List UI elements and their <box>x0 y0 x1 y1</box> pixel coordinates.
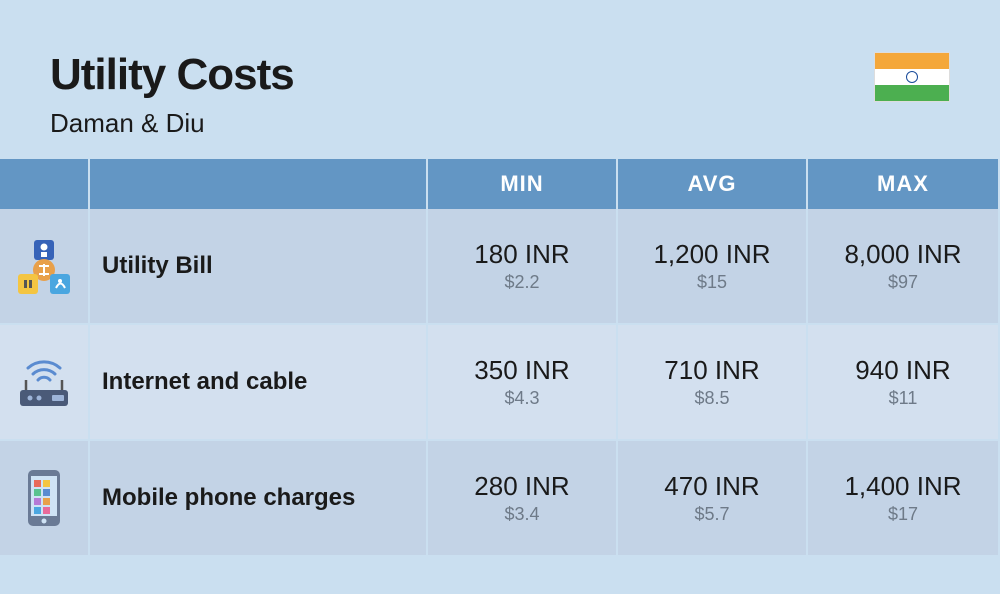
col-icon-header <box>0 159 90 209</box>
value-main: 350 INR <box>474 355 569 386</box>
value-main: 940 INR <box>855 355 950 386</box>
value-sub: $3.4 <box>504 504 539 525</box>
value-sub: $97 <box>888 272 918 293</box>
value-sub: $11 <box>889 388 918 409</box>
value-main: 280 INR <box>474 471 569 502</box>
col-avg-header: AVG <box>618 159 808 209</box>
row-label: Internet and cable <box>90 325 428 441</box>
value-cell: 180 INR$2.2 <box>428 209 618 325</box>
value-cell: 470 INR$5.7 <box>618 441 808 557</box>
row-label: Utility Bill <box>90 209 428 325</box>
value-main: 470 INR <box>664 471 759 502</box>
value-main: 8,000 INR <box>844 239 961 270</box>
value-sub: $5.7 <box>694 504 729 525</box>
value-cell: 940 INR$11 <box>808 325 998 441</box>
value-cell: 710 INR$8.5 <box>618 325 808 441</box>
col-max-header: MAX <box>808 159 998 209</box>
table-row: Mobile phone charges280 INR$3.4470 INR$5… <box>0 441 1000 557</box>
value-cell: 1,400 INR$17 <box>808 441 998 557</box>
value-sub: $2.2 <box>504 272 539 293</box>
value-main: 1,400 INR <box>844 471 961 502</box>
india-flag-icon <box>874 52 950 102</box>
value-cell: 1,200 INR$15 <box>618 209 808 325</box>
table-body: Utility Bill180 INR$2.21,200 INR$158,000… <box>0 209 1000 557</box>
table-row: Utility Bill180 INR$2.21,200 INR$158,000… <box>0 209 1000 325</box>
mobile-phone-icon <box>0 441 90 557</box>
value-main: 710 INR <box>664 355 759 386</box>
page-subtitle: Daman & Diu <box>50 108 950 139</box>
header: Utility Costs Daman & Diu <box>0 0 1000 159</box>
row-label: Mobile phone charges <box>90 441 428 557</box>
value-sub: $15 <box>697 272 727 293</box>
value-main: 1,200 INR <box>653 239 770 270</box>
value-cell: 350 INR$4.3 <box>428 325 618 441</box>
utility-bill-icon <box>0 209 90 325</box>
value-cell: 8,000 INR$97 <box>808 209 998 325</box>
value-cell: 280 INR$3.4 <box>428 441 618 557</box>
col-min-header: MIN <box>428 159 618 209</box>
utility-costs-table: MIN AVG MAX Utility Bill180 INR$2.21,200… <box>0 159 1000 557</box>
col-label-header <box>90 159 428 209</box>
value-sub: $4.3 <box>504 388 539 409</box>
page-title: Utility Costs <box>50 50 950 100</box>
value-sub: $17 <box>888 504 918 525</box>
table-header: MIN AVG MAX <box>0 159 1000 209</box>
router-icon <box>0 325 90 441</box>
table-row: Internet and cable350 INR$4.3710 INR$8.5… <box>0 325 1000 441</box>
value-sub: $8.5 <box>694 388 729 409</box>
value-main: 180 INR <box>474 239 569 270</box>
